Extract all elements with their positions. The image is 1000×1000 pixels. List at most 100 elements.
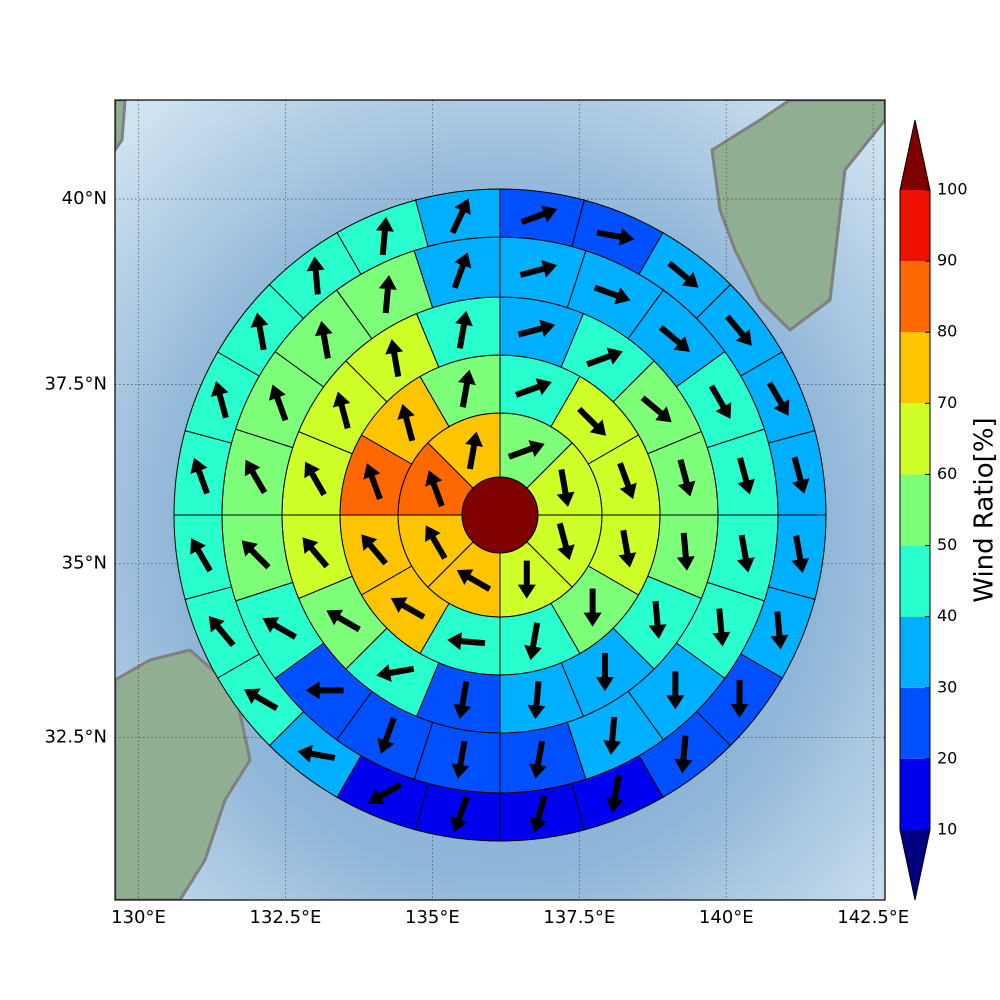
wind-arrow [676, 532, 695, 571]
wind-arrow [507, 440, 545, 460]
wind-arrow [377, 717, 397, 754]
wind-arrow [375, 217, 394, 256]
wind-arrow [363, 463, 383, 500]
wind-arrow [390, 597, 426, 620]
wind-arrow [605, 774, 624, 813]
wind-arrow [208, 616, 236, 648]
wind-arrow [725, 314, 752, 346]
x-tick-label: 142.5°E [837, 907, 909, 928]
wind-arrow [302, 537, 330, 569]
colorbar-bin [900, 474, 930, 546]
wind-arrow [378, 275, 397, 314]
wind-arrow [586, 347, 623, 368]
wind-arrow [596, 653, 615, 692]
wind-arrow [596, 227, 635, 246]
wind-arrow [640, 395, 672, 423]
wind-arrow [451, 740, 470, 779]
colorbar-over [900, 120, 930, 190]
wind-arrow [766, 381, 790, 416]
colorbar-tick-label: 50 [937, 535, 957, 554]
wind-arrow [556, 522, 575, 561]
colorbar-tick-label: 100 [937, 180, 968, 199]
wind-arrow [712, 608, 731, 647]
x-tick-label: 135°E [405, 907, 460, 928]
wind-arrow [241, 540, 271, 570]
wind-arrow [736, 534, 755, 573]
wind-arrow [667, 260, 699, 288]
wind-arrow [517, 560, 536, 599]
wind-arrow [770, 611, 789, 650]
wind-arrow [617, 462, 637, 499]
wind-arrow [268, 384, 289, 422]
wind-arrow [450, 795, 470, 833]
wind-arrow [190, 457, 210, 495]
wind-arrow [674, 735, 693, 774]
y-tick-label: 37.5°N [44, 373, 107, 394]
wind-arrow [314, 320, 333, 359]
x-tick-label: 130°E [111, 907, 166, 928]
wind-arrow [583, 588, 602, 627]
wind-arrow [556, 468, 575, 507]
wind-arrow [791, 456, 810, 494]
wind-arrow [577, 406, 607, 436]
colorbar-tick-label: 10 [937, 820, 957, 839]
wind-arrow [190, 537, 213, 573]
colorbar-bin [900, 687, 930, 759]
colorbar-tick-label: 80 [937, 322, 957, 341]
wind-arrow [306, 256, 325, 295]
colorbar-tick-label: 70 [937, 393, 957, 412]
wind-arrow [648, 600, 667, 639]
wind-arrow [326, 609, 361, 633]
colorbar-bin [900, 545, 930, 617]
wind-arrow [244, 459, 268, 495]
wind-arrow [453, 681, 472, 720]
wind-arrow [593, 284, 631, 305]
wind-arrow [455, 310, 473, 349]
wind-arrow [520, 205, 558, 225]
land [710, 100, 885, 332]
wind-arrow [529, 740, 547, 779]
wind-arrow [250, 312, 269, 351]
y-tick-label: 35°N [62, 553, 107, 574]
sectors [173, 188, 827, 842]
x-tick-label: 137.5°E [543, 907, 615, 928]
wind-arrow [677, 458, 696, 497]
wind-arrow [737, 457, 755, 495]
wind-arrow [304, 461, 327, 497]
wind-arrow [618, 529, 637, 568]
land [115, 648, 252, 900]
wind-arrow [517, 319, 556, 338]
colorbar-tick-label: 60 [937, 464, 957, 483]
wind-arrow [425, 470, 445, 508]
colorbar-label: Wind Ratio[%] [970, 417, 1000, 602]
wind-arrow [524, 622, 542, 661]
axes: 130°E 132.5°E 135°E 137.5°E 140°E 142.5°E 32.5… [44, 188, 909, 928]
wind-arrow [658, 325, 690, 352]
wind-arrow [262, 617, 297, 640]
wind-arrow [791, 535, 810, 574]
wind-arrow [458, 369, 476, 408]
wind-arrow [465, 431, 483, 470]
wind-arrow [519, 260, 558, 278]
land [115, 100, 127, 153]
colorbar-tick-label: 20 [937, 748, 957, 767]
wind-arrow [529, 795, 548, 833]
wind-arrow [449, 198, 471, 235]
wind-arrow [376, 664, 415, 682]
wind-arrow [211, 381, 229, 419]
wind-arrow [730, 679, 749, 718]
wind-arrow [456, 569, 492, 592]
colorbar-tick-label: 40 [937, 606, 957, 625]
y-tick-label: 32.5°N [44, 727, 107, 748]
colorbar-bin [900, 616, 930, 688]
wind-arrow [603, 716, 622, 755]
wind-arrow [451, 252, 472, 289]
arrows [190, 198, 810, 833]
colorbar: 10 20 30 40 50 60 70 80 90 100 [899, 119, 968, 901]
colorbar-tick-label: 30 [937, 677, 957, 696]
wind-arrow [515, 378, 552, 398]
wind-arrow [708, 384, 732, 419]
wind-arrow [361, 534, 388, 566]
